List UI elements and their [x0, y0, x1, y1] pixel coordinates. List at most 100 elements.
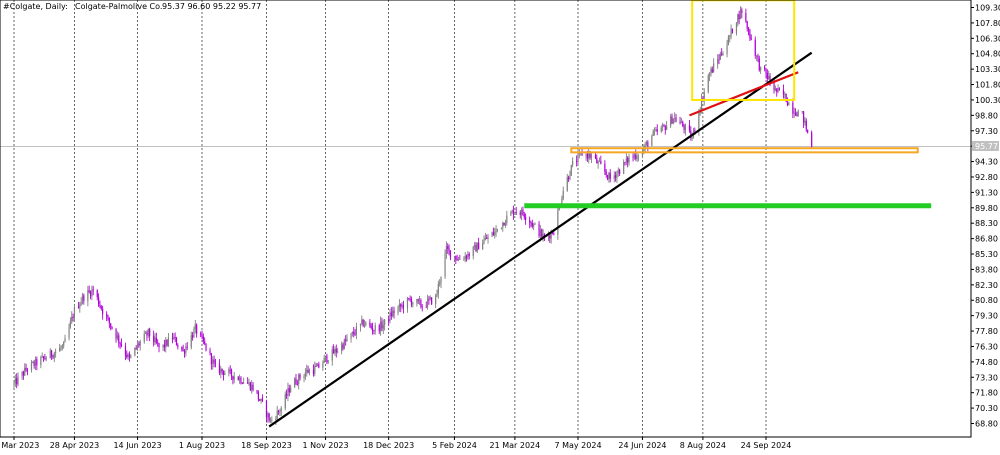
candle-body [373, 330, 375, 332]
x-tick-label: 14 Jun 2023 [113, 441, 161, 450]
candle-body [615, 175, 617, 178]
candle-body [745, 12, 747, 22]
candle-body [698, 113, 700, 131]
candle-body [636, 156, 638, 159]
candle-body [721, 53, 723, 55]
candle-body [463, 259, 465, 260]
candle-body [457, 258, 460, 261]
candle-body [331, 349, 333, 361]
candle-body [476, 242, 478, 252]
candle-body [288, 388, 290, 393]
candle-body [766, 73, 768, 79]
candle-body [623, 161, 625, 174]
candle-body [428, 298, 430, 300]
candle-body [167, 337, 170, 346]
candle-body [801, 111, 803, 113]
candle-body [588, 153, 590, 159]
candle-body [287, 388, 289, 396]
candle-body [365, 322, 367, 326]
candle-body [504, 222, 507, 226]
candle-body [453, 256, 456, 258]
candle-body [369, 322, 371, 326]
x-tick-label: 7 May 2024 [554, 441, 601, 450]
candle-body [764, 66, 766, 69]
candle-body [778, 88, 781, 90]
candle-body [359, 323, 362, 327]
candle-body [49, 350, 51, 359]
candle-body [756, 55, 758, 57]
candle-body [663, 125, 665, 127]
candle-body [670, 116, 672, 126]
candle-body [212, 359, 214, 365]
support-trendline [268, 51, 813, 428]
candle-body [534, 223, 536, 225]
candle-body [241, 383, 243, 384]
candle-body [378, 325, 380, 332]
candle-body [633, 154, 635, 158]
candle-body [261, 398, 264, 401]
candle-body [586, 154, 588, 159]
candle-body [61, 345, 63, 348]
candle-body [182, 349, 184, 351]
candle-body [652, 130, 654, 136]
candle-body [679, 121, 681, 123]
candle-body [568, 177, 570, 180]
candle-body [98, 297, 100, 305]
candle-body [531, 223, 533, 227]
candle-body [647, 142, 649, 147]
candle-body [616, 172, 618, 178]
candle-body [252, 384, 254, 391]
candle-body [299, 374, 301, 379]
candle-body [143, 333, 145, 342]
y-tick-label: 83.80 [975, 265, 998, 274]
candle-body [398, 304, 400, 308]
candle-body [146, 332, 148, 336]
candle-body [420, 300, 422, 307]
candle-body [731, 28, 734, 34]
x-tick-label: 24 Sep 2024 [741, 441, 792, 450]
candle-body [280, 408, 282, 412]
orange-support-zone [570, 147, 919, 154]
candle-body [807, 129, 809, 133]
candle-body [435, 295, 437, 305]
candle-body [794, 112, 797, 116]
x-tick-label: 1 Nov 2023 [302, 441, 348, 450]
candle-body [210, 353, 212, 365]
candle-body [124, 346, 127, 355]
candle-body [562, 190, 564, 199]
candle-body [769, 76, 771, 83]
y-tick-label: 98.80 [975, 111, 998, 120]
candle-body [539, 229, 541, 237]
candle-body [641, 150, 644, 157]
candle-body [421, 306, 423, 308]
candle-body [440, 276, 442, 283]
candle-body [533, 223, 535, 227]
candle-body [108, 317, 110, 324]
candle-body [619, 169, 621, 174]
candle-body [149, 328, 151, 337]
candle-body [333, 349, 335, 354]
candle-body [230, 369, 233, 376]
candle-body [162, 344, 164, 348]
candle-body [342, 344, 344, 349]
candle-body [482, 243, 484, 250]
candle-body [145, 332, 147, 334]
candle-body [719, 53, 721, 60]
candle-body [220, 368, 222, 374]
candle-body [201, 334, 203, 337]
candle-body [680, 121, 682, 123]
candle-body [577, 153, 579, 163]
candle-body [221, 368, 223, 372]
candle-body [425, 306, 427, 308]
y-tick-label: 91.30 [975, 188, 998, 197]
candle-body [609, 172, 611, 179]
candle-body [637, 156, 640, 158]
candle-body [327, 360, 329, 363]
candle-body [447, 246, 449, 249]
candle-body [662, 125, 664, 128]
candle-body [519, 212, 521, 215]
candle-body [171, 337, 174, 339]
candle-body [363, 325, 366, 326]
